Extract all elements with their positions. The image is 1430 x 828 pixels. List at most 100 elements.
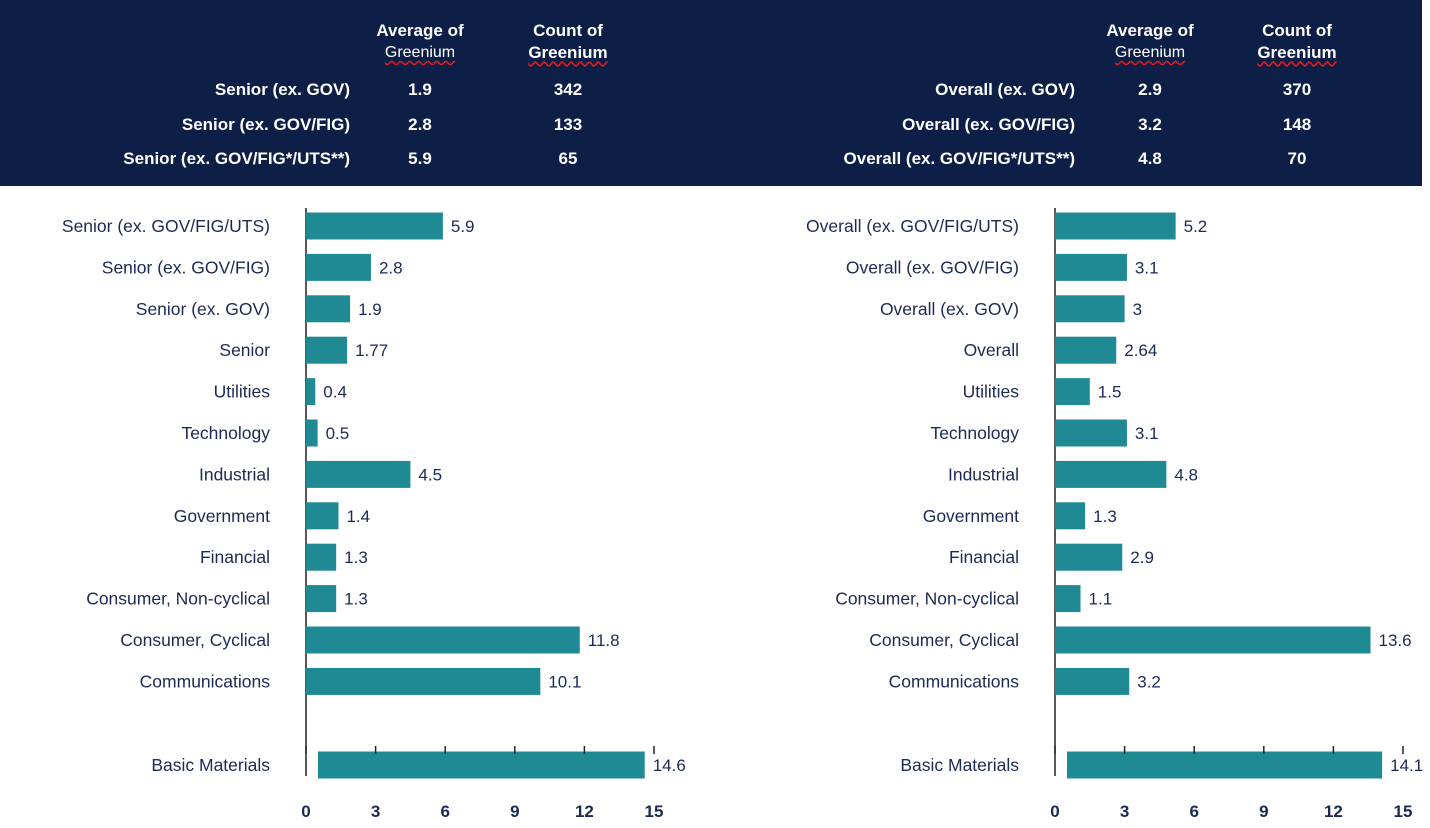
data-label: 14.6 <box>653 756 686 775</box>
bar <box>1067 751 1383 779</box>
category-label: Utilities <box>963 382 1020 402</box>
data-label: 11.8 <box>588 631 620 650</box>
row-label: Senior (ex. GOV/FIG) <box>181 115 350 134</box>
row-count: 370 <box>1282 80 1312 99</box>
avg-header: Average of Greenium <box>1085 20 1215 64</box>
category-label: Basic Materials <box>900 755 1019 775</box>
bar <box>306 667 541 695</box>
row-avg: 2.9 <box>1138 80 1162 99</box>
bar <box>306 336 348 364</box>
avg-header-line2: Greenium <box>1114 44 1186 61</box>
data-label: 5.2 <box>1184 217 1208 236</box>
category-label: Industrial <box>199 464 270 484</box>
x-tick-label: 15 <box>645 802 664 821</box>
data-label: 4.8 <box>1174 465 1198 484</box>
row-count: 148 <box>1282 115 1312 134</box>
summary-header: Average of Greenium Count of Greenium Se… <box>0 0 1422 186</box>
x-tick-label: 12 <box>575 802 594 821</box>
x-tick-label: 0 <box>1050 802 1059 821</box>
bar <box>1055 667 1130 695</box>
bar <box>1055 295 1125 323</box>
x-tick-label: 6 <box>1189 802 1198 821</box>
category-label: Basic Materials <box>151 755 270 775</box>
data-label: 10.1 <box>548 672 581 691</box>
count-header-line2: Greenium <box>1257 43 1337 62</box>
avg-header-line1: Average of <box>1106 21 1194 40</box>
count-header: Count of Greenium <box>503 20 633 64</box>
data-label: 5.9 <box>451 217 475 236</box>
chart-overall: Overall (ex. GOV/FIG/UTS) 5.2 Overall (ex.… <box>806 208 1423 821</box>
x-tick-label: 9 <box>1259 802 1268 821</box>
row-avg: 3.2 <box>1138 115 1162 134</box>
data-label: 1.5 <box>1098 383 1122 402</box>
avg-header: Average of Greenium <box>355 20 485 64</box>
data-label: 1.4 <box>346 507 370 526</box>
avg-header-line2: Greenium <box>384 44 456 61</box>
category-label: Overall (ex. GOV/FIG/UTS) <box>806 216 1019 236</box>
row-avg: 2.8 <box>408 115 432 134</box>
category-label: Technology <box>181 423 270 443</box>
data-label: 0.4 <box>323 383 347 402</box>
x-tick-label: 3 <box>371 802 380 821</box>
bar <box>1055 419 1127 447</box>
category-label: Consumer, Cyclical <box>120 630 270 650</box>
category-label: Utilities <box>214 382 271 402</box>
category-label: Financial <box>949 547 1019 567</box>
bar <box>306 460 411 488</box>
x-tick-label: 3 <box>1120 802 1129 821</box>
data-label: 1.77 <box>355 341 388 360</box>
data-label: 2.9 <box>1130 548 1154 567</box>
data-label: 2.64 <box>1124 341 1157 360</box>
row-count: 65 <box>558 149 578 168</box>
bar <box>306 543 337 571</box>
row-count: 70 <box>1287 149 1307 168</box>
category-label: Overall <box>964 340 1019 360</box>
bar <box>306 295 351 323</box>
category-label: Government <box>174 506 270 526</box>
count-header-line1: Count of <box>1262 21 1332 40</box>
row-avg: 4.8 <box>1138 149 1162 168</box>
bar <box>1055 502 1086 530</box>
data-label: 1.3 <box>344 590 368 609</box>
bar <box>318 751 645 779</box>
bar <box>1055 460 1167 488</box>
row-count: 133 <box>553 115 583 134</box>
category-label: Senior (ex. GOV/FIG/UTS) <box>62 216 270 236</box>
bar <box>306 626 580 654</box>
category-label: Financial <box>200 547 270 567</box>
bar <box>1055 543 1123 571</box>
category-label: Consumer, Non-cyclical <box>86 589 270 609</box>
bar <box>306 212 443 240</box>
bar <box>306 378 316 406</box>
category-label: Technology <box>930 423 1019 443</box>
data-label: 4.5 <box>418 465 442 484</box>
x-tick-label: 0 <box>301 802 310 821</box>
category-label: Communications <box>140 671 271 691</box>
bar <box>1055 626 1371 654</box>
x-tick-label: 9 <box>510 802 519 821</box>
data-label: 3.1 <box>1135 258 1159 277</box>
category-label: Consumer, Non-cyclical <box>835 589 1019 609</box>
data-label: 14.1 <box>1390 756 1423 775</box>
greenium-bar-charts: Senior (ex. GOV/FIG/UTS) 5.9 Senior (ex. G… <box>62 208 1423 821</box>
data-label: 13.6 <box>1379 631 1412 650</box>
category-label: Government <box>923 506 1019 526</box>
category-label: Overall (ex. GOV/FIG) <box>846 257 1019 277</box>
bar <box>1055 585 1081 613</box>
bar <box>306 585 337 613</box>
data-label: 1.3 <box>1093 507 1117 526</box>
chart-senior: Senior (ex. GOV/FIG/UTS) 5.9 Senior (ex. G… <box>62 208 686 821</box>
x-tick-label: 15 <box>1394 802 1413 821</box>
data-label: 1.1 <box>1089 590 1113 609</box>
bar <box>306 419 318 447</box>
count-header-line2: Greenium <box>528 43 608 62</box>
data-label: 1.9 <box>358 300 382 319</box>
row-label: Overall (ex. GOV/FIG) <box>902 115 1075 134</box>
bar <box>306 502 339 530</box>
row-avg: 5.9 <box>408 149 432 168</box>
bar <box>1055 378 1090 406</box>
row-count: 342 <box>553 80 583 99</box>
category-label: Communications <box>889 671 1020 691</box>
category-label: Industrial <box>948 464 1019 484</box>
bar <box>1055 336 1117 364</box>
